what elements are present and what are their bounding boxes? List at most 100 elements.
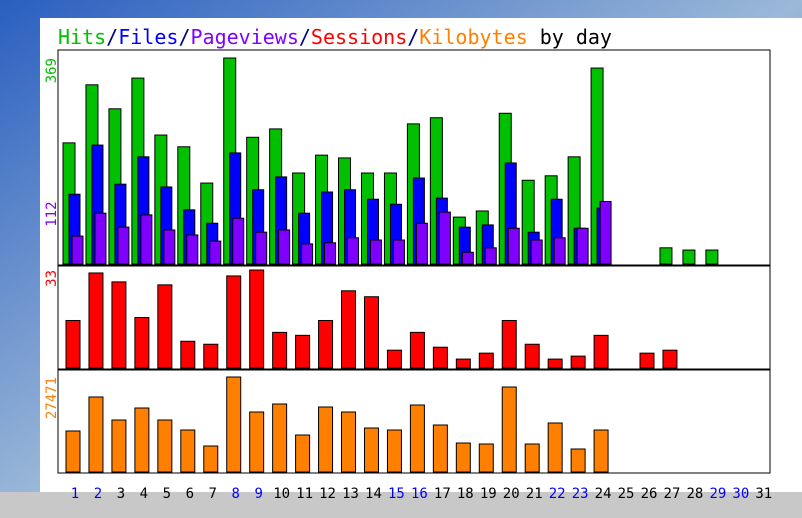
bar (456, 359, 470, 368)
bar (525, 444, 539, 472)
bar (296, 435, 310, 472)
bar (302, 244, 313, 264)
x-tick-label: 2 (94, 486, 102, 502)
y-tick-label: 369 (44, 58, 60, 83)
x-tick-label: 27 (664, 486, 681, 502)
y-tick-label: 112 (44, 201, 60, 226)
bar (296, 335, 310, 368)
x-tick-label: 31 (755, 486, 772, 502)
title-part: by day (528, 25, 612, 49)
bar (663, 350, 677, 368)
bar (502, 320, 516, 368)
x-tick-label: 4 (140, 486, 148, 502)
bar (364, 297, 378, 368)
bar (319, 407, 333, 472)
bar (325, 243, 336, 264)
bar (433, 347, 447, 368)
bar (660, 248, 672, 264)
bar (72, 236, 83, 264)
x-tick-label: 12 (319, 486, 336, 502)
bar (456, 443, 470, 472)
title-part: Kilobytes (419, 25, 527, 49)
title-part: Files (118, 25, 178, 49)
bar (387, 430, 401, 472)
bar (508, 228, 519, 264)
bar (525, 344, 539, 368)
x-tick-label: 16 (411, 486, 428, 502)
bar (348, 238, 359, 264)
x-tick-label: 25 (618, 486, 635, 502)
bar (112, 420, 126, 472)
x-tick-label: 15 (388, 486, 405, 502)
x-tick-label: 26 (641, 486, 658, 502)
x-tick-label: 22 (549, 486, 566, 502)
title-part: / (299, 25, 311, 49)
bar (227, 276, 241, 368)
bar (89, 273, 103, 368)
title-part: / (407, 25, 419, 49)
x-tick-label: 21 (526, 486, 543, 502)
title-part: Hits (58, 25, 106, 49)
bar (485, 248, 496, 264)
bar (548, 359, 562, 368)
bar (370, 240, 381, 264)
x-tick-label: 18 (457, 486, 474, 502)
bar (250, 270, 264, 368)
title-part: / (106, 25, 118, 49)
x-tick-label: 11 (296, 486, 313, 502)
bar (141, 215, 152, 264)
bar (416, 223, 427, 264)
bar (342, 412, 356, 472)
bar (204, 344, 218, 368)
bar (158, 285, 172, 368)
x-tick-label: 13 (342, 486, 359, 502)
chart-title: Hits/Files/Pageviews/Sessions/Kilobytes … (58, 25, 612, 49)
bar (433, 425, 447, 472)
bar (273, 404, 287, 472)
bar (577, 228, 588, 264)
bar (95, 213, 106, 264)
x-tick-label: 1 (71, 486, 79, 502)
bar (204, 446, 218, 472)
bar (548, 423, 562, 472)
x-tick-label: 3 (117, 486, 125, 502)
y-tick-label: 33 (44, 270, 60, 287)
bar (479, 444, 493, 472)
bar (112, 282, 126, 368)
bar (210, 241, 221, 264)
x-tick-label: 19 (480, 486, 497, 502)
bar (250, 412, 264, 472)
title-part: / (178, 25, 190, 49)
screenshot: Hits/Files/Pageviews/Sessions/Kilobytes … (0, 0, 802, 518)
x-tick-label: 6 (186, 486, 194, 502)
bar (571, 356, 585, 368)
bar (600, 201, 611, 264)
bar (135, 408, 149, 472)
title-part: Pageviews (190, 25, 298, 49)
bar (706, 250, 718, 264)
bar (164, 230, 175, 264)
bar (462, 252, 473, 264)
bar (279, 230, 290, 264)
bar (342, 291, 356, 368)
bar (66, 431, 80, 472)
bar (273, 332, 287, 368)
bar (319, 320, 333, 368)
x-tick-label: 30 (732, 486, 749, 502)
bar (158, 420, 172, 472)
x-tick-label: 23 (572, 486, 589, 502)
bar (89, 397, 103, 472)
bar (256, 232, 267, 264)
bar (410, 332, 424, 368)
x-tick-label: 9 (254, 486, 262, 502)
x-tick-label: 20 (503, 486, 520, 502)
x-tick-label: 28 (686, 486, 703, 502)
bar (66, 320, 80, 368)
x-tick-label: 17 (434, 486, 451, 502)
bar (531, 240, 542, 264)
x-tick-label: 24 (595, 486, 612, 502)
bar (135, 318, 149, 368)
y-tick-label: 27471 (44, 377, 60, 419)
bar (594, 430, 608, 472)
bar (233, 218, 244, 264)
